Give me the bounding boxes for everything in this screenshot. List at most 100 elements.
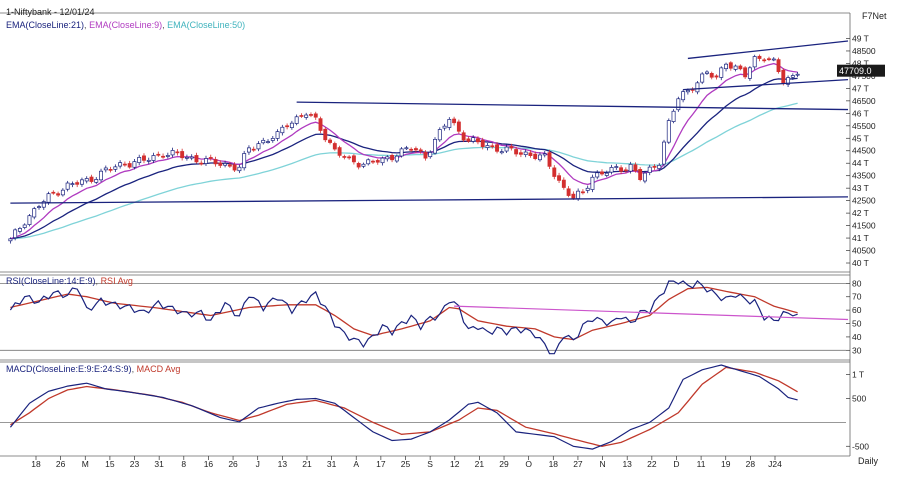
candle-body xyxy=(175,151,180,154)
candle-body xyxy=(576,190,581,199)
candle-body xyxy=(413,148,418,151)
candle-body xyxy=(423,151,428,159)
candle-body xyxy=(17,228,22,232)
candle-body xyxy=(204,158,208,164)
candle-body xyxy=(642,172,647,182)
candle-body xyxy=(609,167,614,173)
candle-body xyxy=(184,156,189,159)
candle-body xyxy=(518,152,523,155)
candle-body xyxy=(328,139,332,143)
ema21-line xyxy=(10,77,798,240)
candle-body xyxy=(776,59,781,73)
candle-body xyxy=(227,164,232,167)
candle-body xyxy=(757,55,762,59)
candle-body xyxy=(547,152,552,167)
candle-body xyxy=(332,143,337,150)
macd-line xyxy=(9,364,798,450)
candle-body xyxy=(767,58,771,61)
candle-body xyxy=(189,156,194,159)
candle-body xyxy=(80,179,84,185)
candle-body xyxy=(561,179,566,188)
candle-body xyxy=(65,182,70,190)
candle-body xyxy=(771,58,776,61)
candle-body xyxy=(709,73,714,78)
candle-body xyxy=(480,140,485,148)
candle-body xyxy=(485,145,490,148)
rsi-avg-label: RSI Avg xyxy=(100,276,133,286)
candle-body xyxy=(113,166,118,170)
ema9-legend: EMA(CloseLine:9) xyxy=(89,20,163,30)
candle-body xyxy=(390,154,395,161)
x-tick-label: 21 xyxy=(475,459,485,469)
candle-body xyxy=(719,67,724,78)
candle-body xyxy=(309,114,313,116)
price-axis-tick-label: 43500 xyxy=(852,171,876,181)
candle-body xyxy=(156,153,161,156)
x-tick-label: 13 xyxy=(278,459,288,469)
candle-body xyxy=(108,168,113,171)
price-axis-tick-label: 40 T xyxy=(852,258,869,268)
candle-body xyxy=(752,56,757,68)
candle-body xyxy=(533,153,538,160)
candle-body xyxy=(747,67,752,79)
candle-body xyxy=(351,155,356,163)
candle-body xyxy=(146,159,151,162)
candle-body xyxy=(495,144,499,152)
ema21-legend: EMA(CloseLine:21) xyxy=(6,20,85,30)
price-axis-tick-label: 46500 xyxy=(852,96,876,106)
rsi-axis-tick-label: 60 xyxy=(852,305,862,315)
candle-body xyxy=(456,121,461,132)
candle-body xyxy=(681,91,686,101)
candle-body xyxy=(323,128,328,141)
rsi-avg-line xyxy=(10,286,798,341)
candle-body xyxy=(499,151,504,154)
candle-body xyxy=(409,148,414,151)
price-axis-tick-label: 48 T xyxy=(852,58,869,68)
x-tick-label: S xyxy=(427,459,433,469)
x-tick-label: N xyxy=(599,459,605,469)
x-tick-label: 31 xyxy=(154,459,164,469)
price-axis-tick-label: 41 T xyxy=(852,233,869,243)
candle-body xyxy=(22,224,27,228)
x-tick-label: J xyxy=(256,459,260,469)
candle-body xyxy=(60,189,65,196)
price-axis-tick-label: 42 T xyxy=(852,208,869,218)
candle-body xyxy=(790,75,795,78)
rsi-axis-tick-label: 70 xyxy=(852,292,862,302)
price-axis-tick-label: 49 T xyxy=(852,33,869,43)
candle-body xyxy=(89,176,94,182)
macd-avg-label: MACD Avg xyxy=(136,364,181,374)
candle-body xyxy=(552,167,557,177)
candle-body xyxy=(99,170,103,181)
x-tick-label: 28 xyxy=(746,459,756,469)
candle-body xyxy=(122,163,127,166)
candle-body xyxy=(218,162,223,166)
candle-body xyxy=(70,183,75,185)
macd-label: MACD(CloseLine:E:9:E:24:S:9) xyxy=(6,364,132,374)
chart-title: 1-Niftybank - 12/01/24 xyxy=(6,7,95,17)
candle-body xyxy=(476,138,480,143)
x-tick-label: 19 xyxy=(721,459,731,469)
rsi-axis-tick-label: 30 xyxy=(852,345,862,355)
candle-body xyxy=(399,148,404,157)
macd-axis-tick-label: 500 xyxy=(852,393,866,403)
x-tick-label: 16 xyxy=(204,459,214,469)
candle-body xyxy=(361,163,366,167)
candle-body xyxy=(261,139,266,144)
candle-body xyxy=(223,163,228,166)
candle-body xyxy=(75,182,80,185)
candle-body xyxy=(442,125,447,129)
macd-legend: MACD(CloseLine:E:9:E:24:S:9), MACD Avg xyxy=(6,364,181,374)
candle-body xyxy=(580,191,585,194)
ema50-legend: EMA(CloseLine:50) xyxy=(167,20,246,30)
candle-body xyxy=(666,120,671,143)
candle-body xyxy=(385,156,390,160)
price-axis-tick-label: 43 T xyxy=(852,183,869,193)
trendline-channel-upper xyxy=(687,40,849,60)
x-tick-label: 12 xyxy=(450,459,460,469)
candle-body xyxy=(676,98,681,111)
candle-body xyxy=(623,169,628,172)
candle-body xyxy=(266,141,270,143)
rsi-axis-tick-label: 40 xyxy=(852,332,862,342)
candle-body xyxy=(700,73,705,83)
